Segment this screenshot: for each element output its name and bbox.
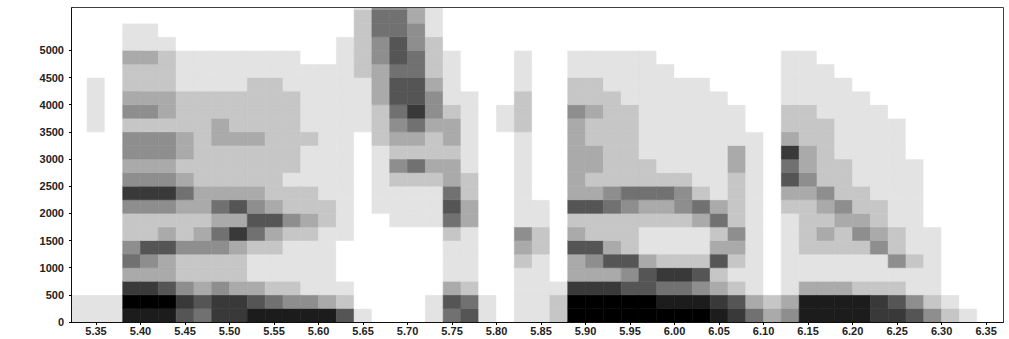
svg-text:5.80: 5.80 [486, 325, 507, 337]
svg-text:6.25: 6.25 [886, 325, 907, 337]
svg-text:500: 500 [46, 289, 64, 301]
svg-text:5.50: 5.50 [219, 325, 240, 337]
svg-text:0: 0 [58, 316, 64, 328]
svg-text:1000: 1000 [40, 262, 64, 274]
svg-text:5.60: 5.60 [308, 325, 329, 337]
svg-text:6.00: 6.00 [664, 325, 685, 337]
svg-text:1500: 1500 [40, 235, 64, 247]
svg-text:6.05: 6.05 [708, 325, 729, 337]
svg-text:6.30: 6.30 [931, 325, 952, 337]
svg-text:6.35: 6.35 [975, 325, 996, 337]
svg-text:3500: 3500 [40, 126, 64, 138]
svg-text:4500: 4500 [40, 72, 64, 84]
svg-text:5000: 5000 [40, 44, 64, 56]
svg-text:2000: 2000 [40, 207, 64, 219]
svg-text:5.40: 5.40 [130, 325, 151, 337]
svg-text:5.90: 5.90 [575, 325, 596, 337]
svg-text:5.85: 5.85 [530, 325, 551, 337]
svg-text:2500: 2500 [40, 180, 64, 192]
svg-text:5.35: 5.35 [85, 325, 106, 337]
svg-text:5.70: 5.70 [397, 325, 418, 337]
svg-text:5.95: 5.95 [619, 325, 640, 337]
svg-text:4000: 4000 [40, 99, 64, 111]
svg-text:5.75: 5.75 [441, 325, 462, 337]
svg-text:5.55: 5.55 [263, 325, 284, 337]
svg-text:6.10: 6.10 [753, 325, 774, 337]
svg-text:3000: 3000 [40, 153, 64, 165]
svg-text:6.20: 6.20 [842, 325, 863, 337]
svg-text:5.45: 5.45 [174, 325, 195, 337]
svg-text:5.65: 5.65 [352, 325, 373, 337]
svg-text:6.15: 6.15 [797, 325, 818, 337]
